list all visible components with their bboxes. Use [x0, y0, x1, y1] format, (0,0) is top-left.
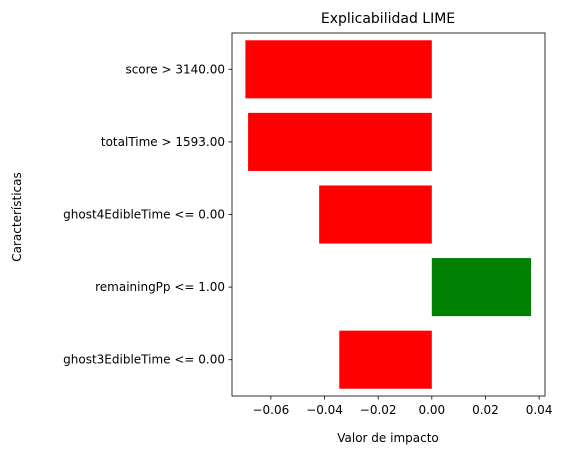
x-tick-label-3: 0.00: [418, 403, 445, 417]
chart-title: Explicabilidad LIME: [321, 11, 455, 27]
y-tick-label-1: totalTime > 1593.00: [101, 135, 225, 149]
bar-3: [431, 258, 532, 317]
x-tick-label-5: 0.04: [526, 403, 553, 417]
y-tick-label-0: score > 3140.00: [125, 62, 225, 76]
y-tick-label-4: ghost3EdibleTime <= 0.00: [63, 353, 225, 367]
bar-0: [245, 40, 432, 99]
x-tick-label-0: −0.06: [252, 403, 289, 417]
y-tick-label-3: remainingPp <= 1.00: [95, 280, 225, 294]
y-tick-label-2: ghost4EdibleTime <= 0.00: [63, 208, 225, 222]
x-tick-label-2: −0.02: [360, 403, 397, 417]
bar-2: [319, 185, 432, 244]
bar-1: [248, 112, 432, 171]
x-tick-label-4: 0.02: [472, 403, 499, 417]
y-axis-title: Características: [10, 172, 24, 261]
x-axis-title: Valor de impacto: [337, 431, 439, 445]
bar-4: [339, 330, 432, 389]
x-tick-label-1: −0.04: [306, 403, 343, 417]
plot-area: score > 3140.00 totalTime > 1593.00 ghost4…: [63, 32, 553, 417]
